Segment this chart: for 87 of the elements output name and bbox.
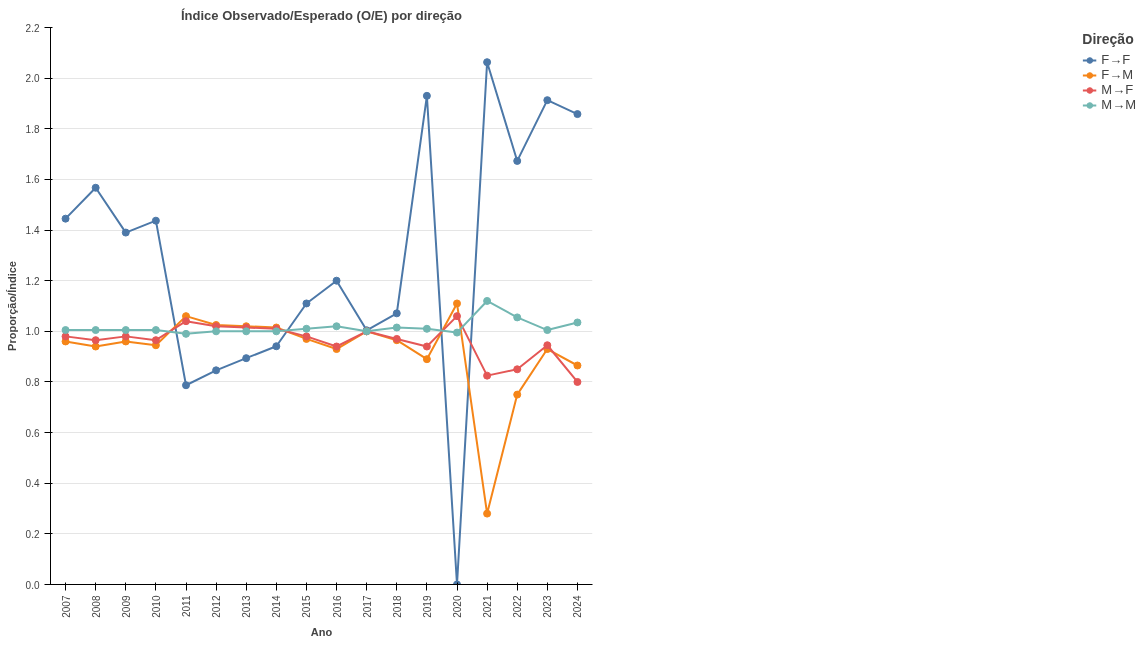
- point: [513, 390, 522, 399]
- y-tick-label: 1.0: [25, 326, 40, 338]
- y-tick-label: 1.8: [25, 123, 40, 135]
- x-tick-label: 2009: [120, 595, 132, 618]
- y-tick-label: 2.0: [25, 73, 40, 85]
- point: [332, 322, 341, 331]
- x-tick-label: 2008: [90, 595, 102, 618]
- point: [302, 299, 311, 308]
- x-tick-label: 2016: [331, 595, 343, 618]
- point: [61, 332, 70, 341]
- point: [422, 342, 431, 351]
- point: [212, 366, 221, 375]
- point: [121, 326, 130, 335]
- legend-label: F→M: [1101, 67, 1134, 82]
- y-tick-label: 0.0: [25, 579, 40, 591]
- y-tick-label: 0.6: [25, 427, 40, 439]
- x-axis-title: Ano: [310, 625, 333, 638]
- x-tick-label: 2022: [512, 595, 524, 618]
- point: [392, 309, 401, 318]
- point: [543, 96, 552, 105]
- x-tick-label: 2018: [391, 595, 403, 618]
- point: [573, 318, 582, 327]
- y-tick-label: 0.2: [25, 528, 40, 540]
- point: [91, 336, 100, 345]
- y-axis-title: Proporção/Índice: [5, 261, 18, 351]
- point: [91, 326, 100, 335]
- x-tick-label: 2015: [301, 595, 313, 618]
- legend-label: M→F: [1101, 82, 1134, 97]
- point: [242, 354, 251, 363]
- x-tick-label: 2007: [60, 595, 72, 618]
- point: [483, 371, 492, 380]
- x-tick-label: 2021: [482, 595, 494, 618]
- point: [543, 341, 552, 350]
- point: [242, 327, 251, 336]
- point: [453, 312, 461, 321]
- point: [392, 323, 401, 332]
- y-tick-label: 1.4: [25, 225, 40, 237]
- x-tick-label: 2012: [211, 595, 223, 618]
- point: [453, 299, 461, 308]
- point: [332, 276, 341, 285]
- x-tick-label: 2013: [241, 595, 253, 618]
- y-tick-label: 2.2: [25, 22, 40, 34]
- legend-label: F→F: [1101, 52, 1131, 67]
- point: [483, 509, 492, 518]
- y-tick-label: 1.2: [25, 275, 40, 287]
- y-tick-label: 1.6: [25, 174, 40, 186]
- x-tick-label: 2023: [542, 595, 554, 618]
- legend-title: Direção: [1082, 31, 1135, 47]
- x-tick-label: 2024: [572, 595, 584, 618]
- legend-label: M→M: [1101, 97, 1136, 112]
- point: [422, 324, 431, 333]
- point: [61, 326, 70, 335]
- point: [91, 342, 100, 351]
- point: [453, 328, 461, 337]
- point: [182, 329, 190, 338]
- point: [182, 317, 190, 326]
- point: [91, 183, 100, 192]
- point: [513, 313, 522, 322]
- point: [543, 326, 552, 335]
- x-tick-label: 2014: [271, 595, 283, 618]
- chart-title: Índice Observado/Esperado (O/E) por direção: [180, 7, 463, 23]
- point: [422, 355, 431, 364]
- point: [302, 324, 311, 333]
- point: [121, 332, 130, 341]
- point: [573, 377, 582, 386]
- point: [573, 361, 582, 370]
- y-tick-label: 0.8: [25, 376, 40, 388]
- x-tick-label: 2010: [150, 595, 162, 618]
- point: [212, 327, 221, 336]
- x-tick-label: 2019: [421, 595, 433, 618]
- point: [272, 342, 281, 351]
- point: [182, 381, 190, 390]
- point: [513, 365, 522, 374]
- x-tick-label: 2020: [452, 595, 463, 618]
- point: [483, 296, 492, 305]
- y-tick-label: 0.4: [25, 478, 40, 490]
- point: [573, 110, 582, 119]
- point: [61, 214, 70, 223]
- point: [483, 58, 492, 67]
- point: [513, 156, 522, 165]
- x-tick-label: 2017: [361, 595, 373, 618]
- point: [121, 228, 130, 237]
- point: [422, 91, 431, 100]
- point: [151, 336, 160, 345]
- point: [151, 326, 160, 335]
- x-tick-label: 2011: [181, 595, 192, 617]
- point: [151, 216, 160, 225]
